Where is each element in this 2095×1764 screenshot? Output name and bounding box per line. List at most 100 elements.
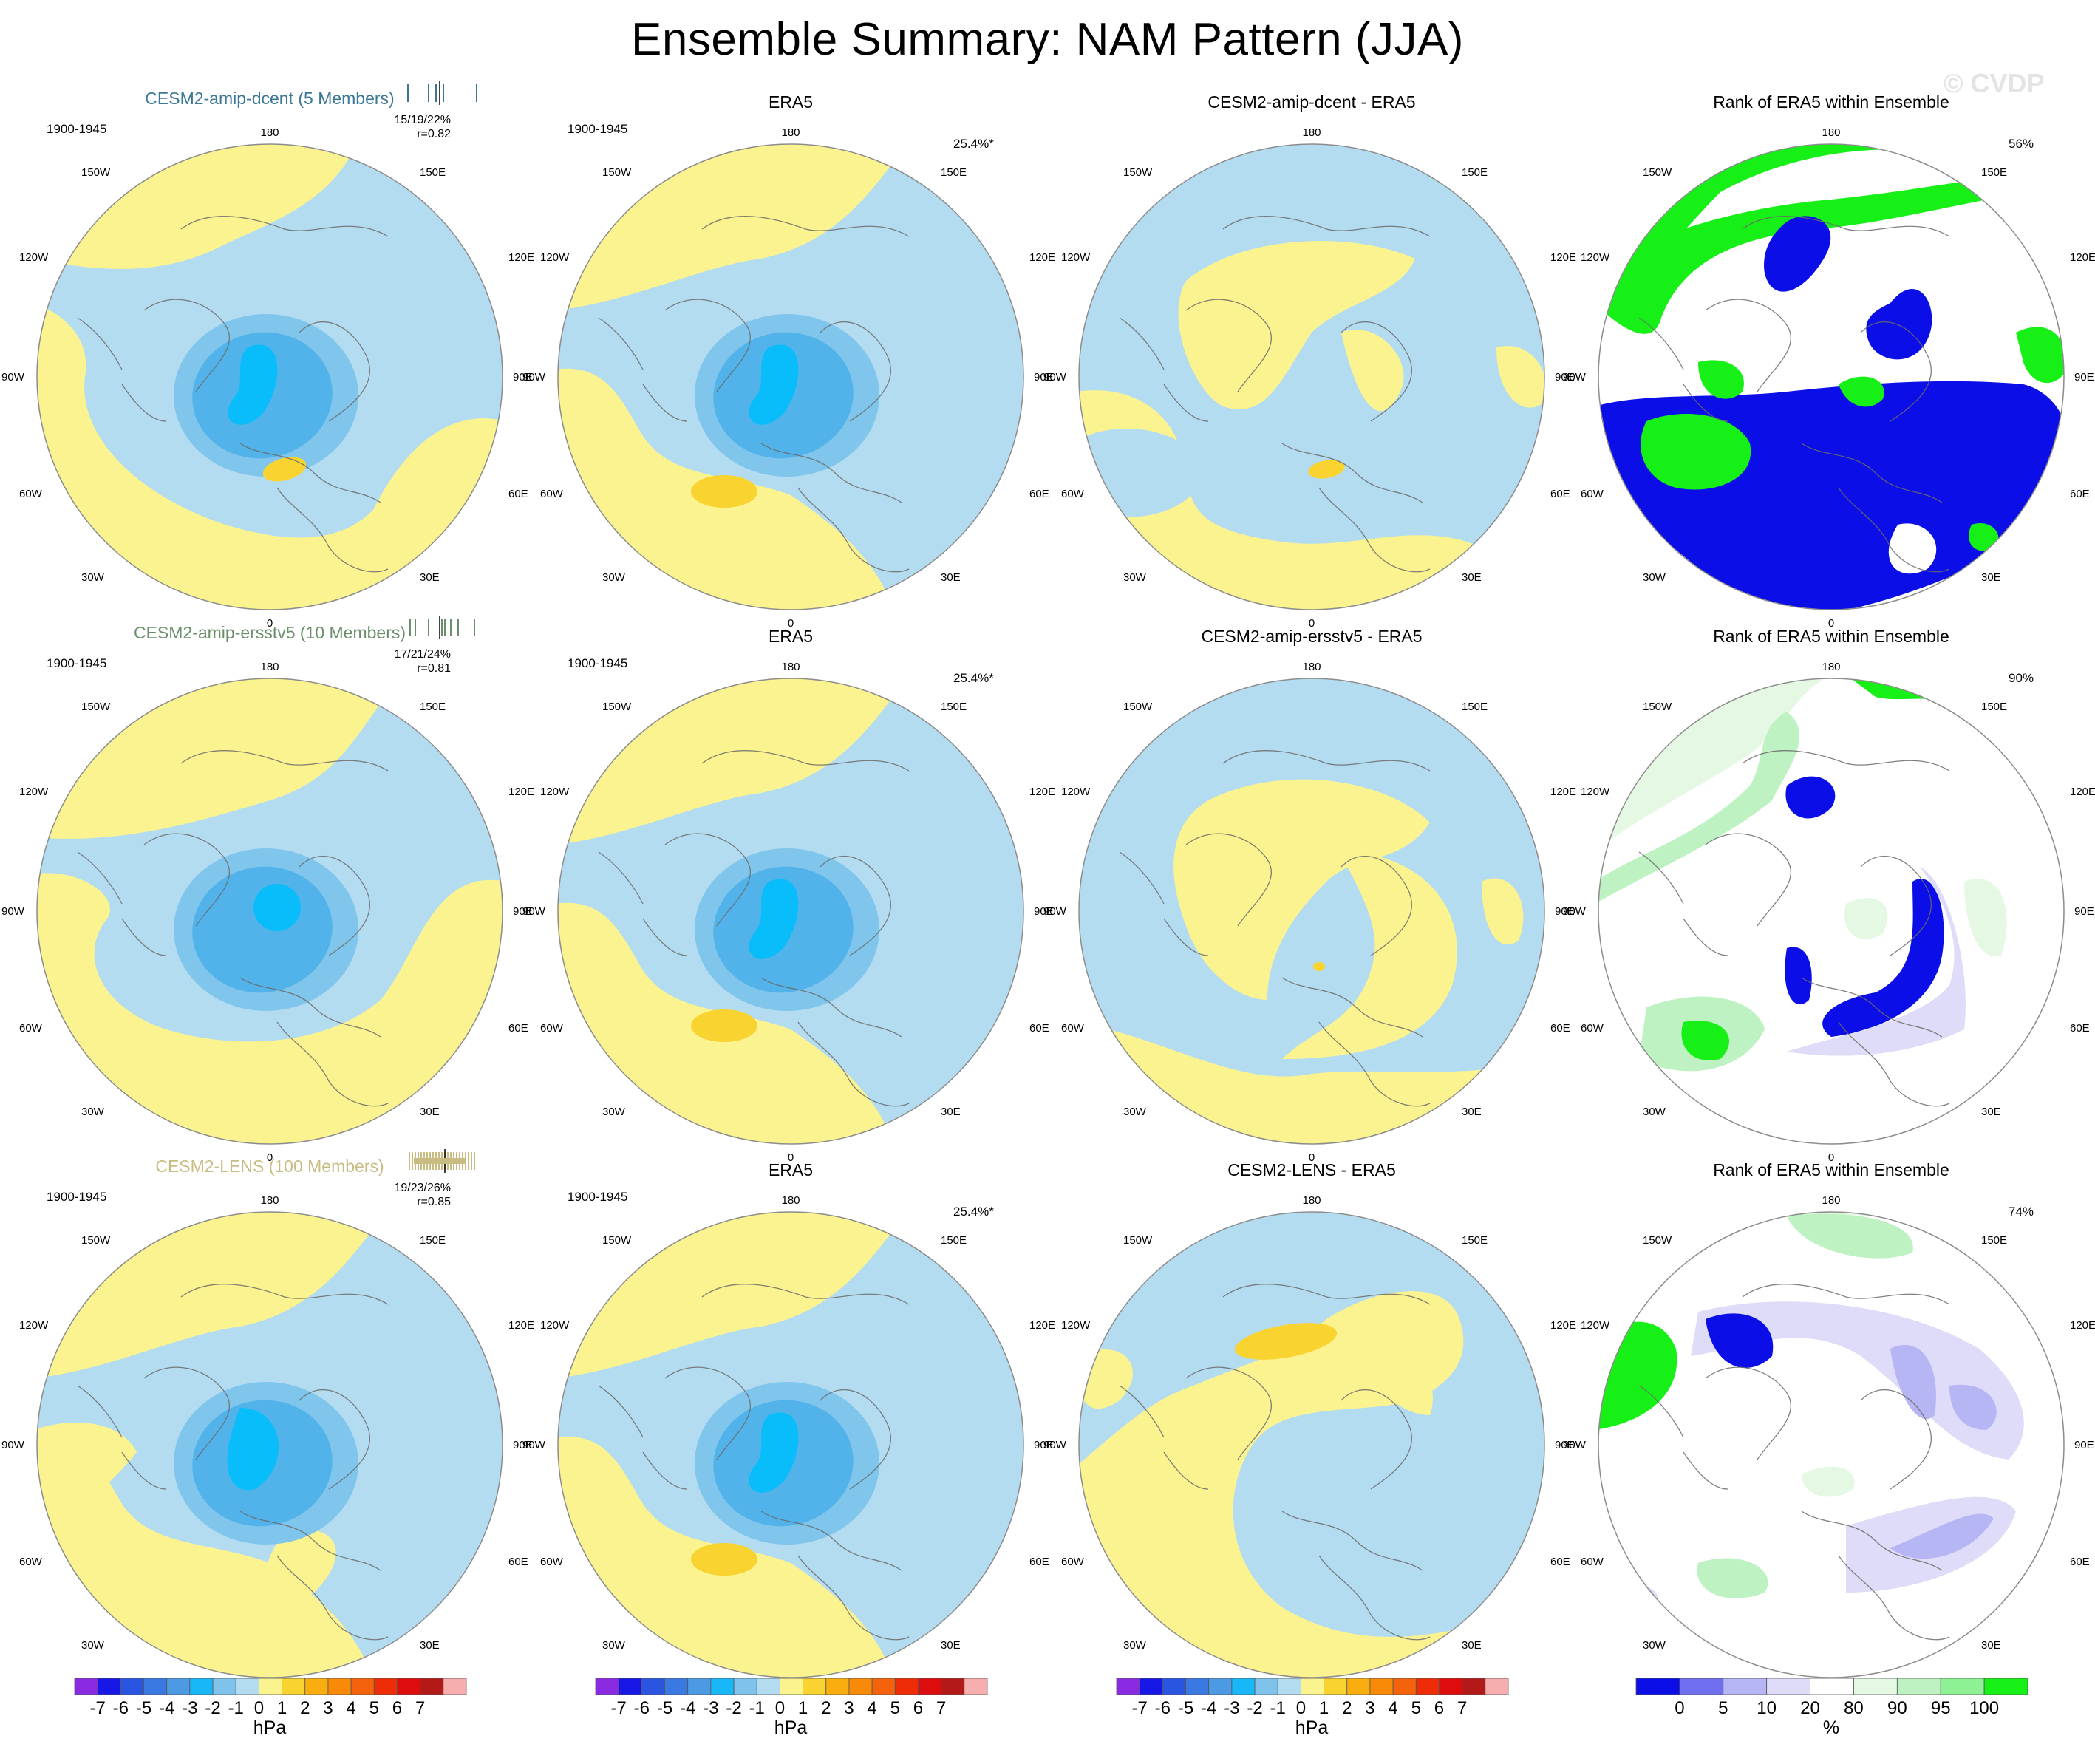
positive-anomaly [691,475,757,508]
polar-map [1598,678,2065,1145]
hpa-colorbar [1116,1678,1509,1695]
coastlines [598,1284,910,1641]
map-border [1078,678,1545,1145]
lon-label-lr2: 30E [420,571,440,584]
colorbar-tick-label: 3 [323,1698,333,1718]
diff-panel-title: CESM2-LENS - ERA5 [1227,1160,1396,1179]
period-label: 1900-1945 [47,656,107,670]
coastlines [77,750,389,1107]
lon-label-right: 90E [513,371,533,384]
lon-label-ll2: 30W [602,1106,625,1118]
lon-label-lr2: 30E [420,1639,440,1652]
lon-label-ll2: 30W [81,1639,104,1652]
rank-region-mid [1888,523,1937,574]
lon-label-lr2: 30E [1462,1106,1482,1118]
colorbar-swatch [1415,1678,1440,1695]
lon-label-bottom: 0 [1308,1151,1315,1164]
colorbar-unit: hPa [253,1717,287,1738]
lon-label-ll1: 60W [1581,488,1604,500]
model-panel-title: CESM2-amip-ersstv5 (10 Members) [133,623,406,642]
positive-anomaly [1234,1323,1338,1360]
colorbar-swatch [871,1678,896,1695]
rank-region-low [1785,776,1836,819]
rank-colorbar [1635,1678,2028,1695]
colorbar-tick-label: 100 [1969,1698,2000,1718]
polar-map [36,678,503,1145]
lon-label-ll2: 30W [602,1639,625,1652]
colorbar-swatch [1162,1678,1186,1695]
map-border [1598,678,2065,1145]
map-border [1598,143,2065,610]
colorbar-swatch [259,1678,282,1695]
colorbar-tick-label: 6 [1434,1698,1445,1718]
rank-region-high [1598,144,2064,303]
lon-label-ll1: 60W [1581,1022,1604,1035]
colorbar-tick-label: 5 [890,1698,900,1718]
colorbar-swatch [327,1678,352,1695]
rank-region-high [2016,327,2064,384]
colorbar-swatch [1116,1678,1140,1695]
polar-map [36,143,503,610]
colorbar-swatch [350,1678,375,1695]
lon-label-ul1: 150W [602,701,632,713]
lon-label-bottom: 0 [266,617,273,630]
lon-label-bottom: 0 [1827,617,1835,630]
rank-panel-title: Rank of ERA5 within Ensemble [1713,627,1949,646]
colorbar-swatch [848,1678,873,1695]
colorbar-swatch [189,1678,214,1695]
positive-anomaly [1313,962,1325,971]
colorbar-tick-label: -1 [1270,1698,1286,1718]
lon-label-right: 90E [1034,371,1054,384]
lon-label-ul1: 150W [1123,701,1153,713]
colorbar-swatch [166,1678,191,1695]
rank-region-high [1839,376,1884,407]
colorbar-tick-label: -6 [112,1698,129,1718]
positive-anomaly [1356,1352,1433,1415]
rank-region-high [1787,1213,1913,1259]
colorbar-tick-label: -4 [159,1698,175,1718]
colorbar-swatch [97,1678,121,1695]
lon-label-bottom: 0 [787,617,794,630]
rank-region-high [1969,523,1999,551]
colorbar-tick-label: 5 [1411,1698,1421,1718]
lon-label-lr2: 30E [941,1106,961,1118]
colorbar-tick-label: -4 [680,1698,696,1718]
map-border [36,1211,503,1678]
colorbar-swatch [1853,1678,1898,1695]
lon-label-top: 180 [260,661,279,673]
positive-anomaly [1341,330,1404,412]
colorbar-swatch [641,1678,665,1695]
negative-anomaly [228,344,278,425]
map-border [36,678,503,1145]
colorbar-swatch [1301,1678,1324,1695]
colorbar-swatch [710,1678,735,1695]
positive-anomaly [262,457,307,482]
lon-label-ur2: 120E [2070,1319,2095,1332]
colorbar-tick-label: -1 [228,1698,244,1718]
lon-label-left: 90W [1,371,24,384]
colorbar-swatch [1208,1678,1233,1695]
lon-label-ll1: 60W [19,1022,42,1035]
lon-label-ul2: 120W [1581,251,1610,264]
lon-label-ur1: 150E [420,701,446,713]
lon-label-ul2: 120W [1061,1319,1091,1332]
lon-label-lr2: 30E [941,1639,961,1652]
colorbar-swatch [894,1678,919,1695]
rank-region-low [1764,216,1831,292]
colorbar-tick-label: 6 [913,1698,924,1718]
positive-anomaly [1178,241,1415,409]
positive-anomaly [691,1009,757,1042]
colorbar-swatch [595,1678,619,1695]
colorbar-tick-label: 1 [276,1698,287,1718]
coastlines [1638,1284,1950,1641]
colorbar-tick-label: 3 [844,1698,854,1718]
coastlines [1638,750,1950,1107]
ensemble-spread-bar [409,1149,475,1173]
colorbar-swatch [1439,1678,1463,1695]
positive-anomaly [265,1529,336,1599]
lon-label-ur1: 150E [1981,701,2008,713]
lon-label-lr1: 60E [1029,488,1049,500]
lon-label-right: 90E [1555,1439,1575,1451]
lon-label-top: 180 [1822,126,1841,139]
colorbar-tick-label: 1 [1318,1698,1329,1718]
